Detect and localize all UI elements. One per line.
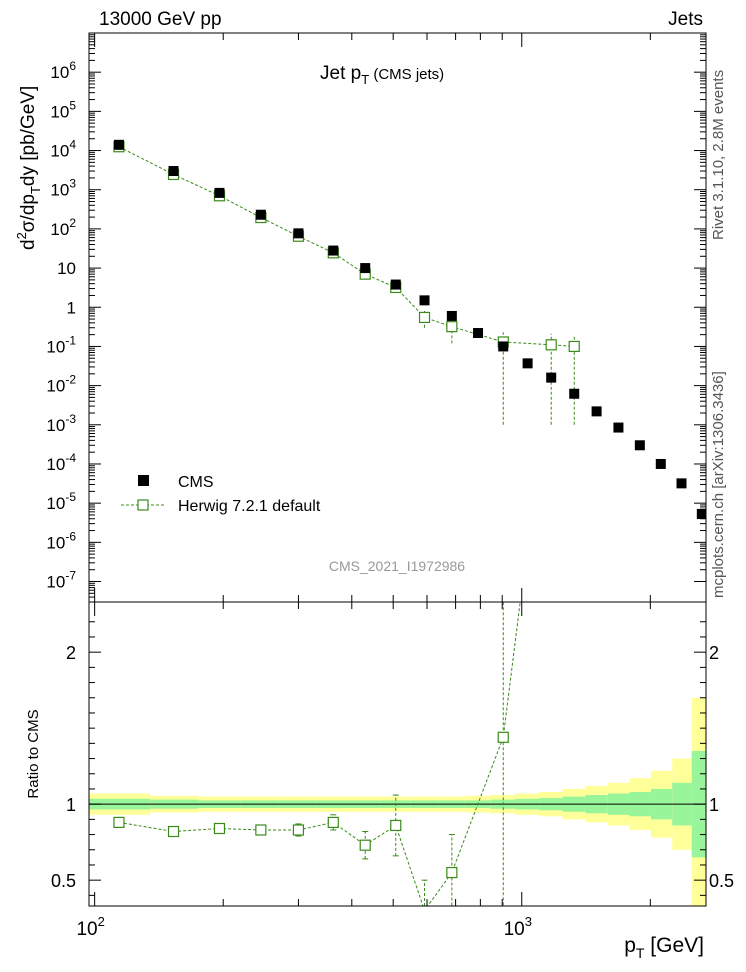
ratio-point xyxy=(327,816,339,829)
ratio-point xyxy=(113,816,125,829)
x-tick-label: 103 xyxy=(504,914,532,940)
ratio-plot-frame xyxy=(88,601,707,907)
data-point xyxy=(360,263,371,274)
ratio-point xyxy=(446,866,458,879)
rivet-version-label: Rivet 3.1.10, 2.8M events xyxy=(710,70,727,240)
ratio-point xyxy=(167,825,180,838)
data-point xyxy=(676,478,687,489)
data-point xyxy=(473,328,484,339)
main-panel: 10-7 10-6 10-5 10-4 10-3 10-2 10-1 1 10 102 103 104… xyxy=(14,32,707,603)
data-point xyxy=(569,388,580,399)
mc-point xyxy=(446,321,458,333)
ratio-y-tick-label-right: 1 xyxy=(709,795,719,815)
data-point xyxy=(419,295,430,306)
ratio-y-tick-label: 0.5 xyxy=(51,871,76,891)
ratio-point xyxy=(292,824,305,836)
main-y-tick-label: 10-2 xyxy=(46,373,76,396)
header-jets-label: Jets xyxy=(668,9,703,30)
data-point xyxy=(214,187,225,198)
data-point xyxy=(446,310,457,321)
main-y-tick-label: 102 xyxy=(50,216,76,239)
header-energy-label: 13000 GeV pp xyxy=(99,9,222,30)
ratio-point xyxy=(255,824,267,836)
ratio-panel: 0.5 0.5 1 1 2 2 102 103 Ratio to CMS pT [GeV] xyxy=(25,601,734,961)
ratio-y-tick-label: 2 xyxy=(66,643,76,663)
data-point xyxy=(634,440,645,451)
data-point xyxy=(655,458,666,469)
ratio-point xyxy=(213,822,226,835)
main-y-tick-label: 106 xyxy=(50,59,76,82)
main-y-tick-label: 10-6 xyxy=(46,529,76,552)
ratio-series-line xyxy=(118,602,521,906)
main-y-tick-label: 105 xyxy=(50,98,76,121)
main-y-tick-label: 10-3 xyxy=(46,412,76,435)
ratio-y-tick-label-right: 2 xyxy=(709,643,719,663)
x-axis-label: pT [GeV] xyxy=(624,934,704,961)
data-point xyxy=(591,406,602,417)
main-y-tick-label: 10-4 xyxy=(46,451,76,474)
legend-data-label: CMS xyxy=(178,474,214,491)
data-point xyxy=(293,228,304,239)
data-point xyxy=(168,166,179,177)
data-point xyxy=(696,508,706,519)
ratio-point xyxy=(390,819,402,832)
ratio-y-tick-label: 1 xyxy=(66,795,76,815)
legend-data-marker xyxy=(138,475,149,486)
mcplots-label: mcplots.cern.ch [arXiv:1306.3436] xyxy=(710,371,727,598)
ratio-y-axis-label: Ratio to CMS xyxy=(25,709,42,798)
mc-point xyxy=(545,339,557,351)
data-point xyxy=(613,422,624,433)
main-y-tick-label: 10 xyxy=(57,259,76,278)
main-y-tick-label: 1 xyxy=(67,298,76,317)
main-y-tick-label: 10-7 xyxy=(46,569,76,592)
data-point xyxy=(498,341,509,352)
data-point xyxy=(328,245,339,256)
plot-title: Jet pT (CMS jets) xyxy=(320,63,444,87)
data-point xyxy=(113,139,124,150)
main-plot-frame xyxy=(88,32,707,603)
legend-mc-label: Herwig 7.2.1 default xyxy=(178,498,321,515)
main-y-tick-label: 104 xyxy=(50,138,76,161)
ratio-y-tick-label-right: 0.5 xyxy=(709,871,734,891)
x-tick-label: 102 xyxy=(76,914,104,940)
analysis-watermark: CMS_2021_I1972986 xyxy=(329,558,465,574)
main-y-tick-label: 103 xyxy=(50,177,76,200)
mc-point xyxy=(418,311,431,324)
data-point xyxy=(390,279,401,290)
data-point xyxy=(546,372,557,383)
data-point xyxy=(522,358,533,369)
ratio-point xyxy=(359,839,371,851)
main-y-axis-label: d2σ/dpTdy [pb/GeV] xyxy=(14,86,43,250)
main-y-tick-label: 10-5 xyxy=(46,490,76,513)
mc-point xyxy=(568,340,580,353)
ratio-point xyxy=(497,731,509,743)
data-point xyxy=(255,209,266,220)
main-y-tick-label: 10-1 xyxy=(46,333,76,356)
mc-series-line xyxy=(118,146,575,347)
legend-mc-marker xyxy=(137,499,149,511)
legend: CMS Herwig 7.2.1 default xyxy=(121,474,321,515)
